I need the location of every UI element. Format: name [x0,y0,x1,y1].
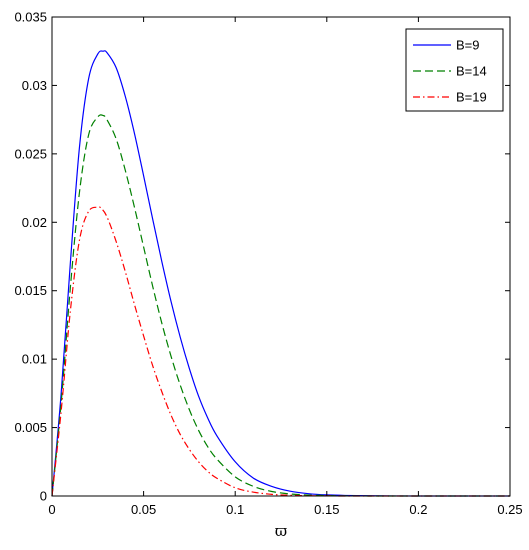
tick-layer: 0 0.05 0.1 0.15 0.2 0.25 0 0.005 0.01 0.015 0.02 0.… [14,10,522,518]
legend: B=9 B=14 B=19 [405,28,504,112]
y-tick-label: 0.035 [14,10,47,25]
y-tick-label: 0.03 [22,78,47,93]
legend-label-1: B=9 [456,38,480,53]
x-tick-label: 0.1 [226,502,244,517]
x-tick-label: 0 [48,502,55,517]
legend-box [405,28,504,112]
legend-label-3: B=19 [456,90,487,105]
series-line-2 [51,114,510,497]
plot-frame [51,16,511,497]
x-tick-label: 0.2 [409,502,427,517]
y-tick-label: 0.01 [22,352,47,367]
y-tick-label: 0.015 [14,283,47,298]
x-tick-label: 0.15 [314,502,339,517]
y-tick-label: 0.005 [14,420,47,435]
x-axis-label: ϖ [275,522,287,540]
x-tick-label: 0.25 [497,502,522,517]
x-tick-label: 0.05 [131,502,156,517]
y-tick-label: 0.025 [14,146,47,161]
y-tick-label: 0 [40,489,47,504]
series-line-1 [51,50,511,497]
y-tick-label: 0.02 [22,215,47,230]
legend-label-2: B=14 [456,64,487,79]
